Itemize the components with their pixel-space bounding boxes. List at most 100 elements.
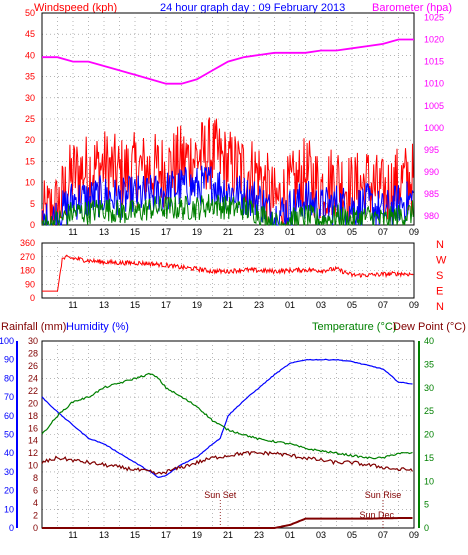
wind-time-tick: 07: [378, 227, 388, 237]
temperature-tick-label: 30: [424, 383, 434, 393]
wind-direction-line: [42, 254, 414, 292]
wind-gust-line: [41, 117, 414, 227]
humidity-tick-label: 50: [4, 430, 14, 440]
temperature-axis-title: Temperature (°C): [312, 321, 396, 333]
wind-time-tick: 23: [254, 227, 264, 237]
wind-time-tick: 05: [347, 227, 357, 237]
temp-time-tick: 19: [192, 530, 202, 540]
compass-label: E: [436, 286, 443, 298]
barometer-tick-label: 985: [424, 189, 439, 199]
wind-average-line: [41, 165, 414, 226]
wind-lull-line: [41, 194, 414, 226]
temperature-tick-label: 15: [424, 453, 434, 463]
barometer-tick-label: 1000: [424, 123, 444, 133]
windspeed-tick-label: 45: [25, 29, 35, 39]
humidity-tick-label: 100: [0, 336, 14, 346]
temperature-tick-label: 0: [424, 523, 429, 533]
compass-label: N: [436, 239, 444, 251]
temp-time-tick: 21: [223, 530, 233, 540]
direction-tick-label: 180: [20, 266, 35, 276]
barometer-tick-label: 1025: [424, 12, 444, 22]
dir-time-tick: 09: [409, 300, 419, 310]
dir-time-tick: 17: [161, 300, 171, 310]
barometer-tick-label: 1005: [424, 101, 444, 111]
temperature-tick-label: 25: [424, 406, 434, 416]
sun-dec-label: Sun Dec: [360, 510, 395, 520]
temp-time-tick: 17: [161, 530, 171, 540]
rainfall-tick-label: 28: [28, 348, 38, 358]
temp-time-tick: 09: [409, 530, 419, 540]
humidity-tick-label: 40: [4, 448, 14, 458]
compass-label: N: [436, 301, 444, 313]
rainfall-tick-label: 24: [28, 373, 38, 383]
dewpoint-axis-title: Dew Point (°C): [393, 321, 466, 333]
rainfall-axis-title: Rainfall (mm): [1, 321, 66, 333]
windspeed-tick-label: 0: [30, 220, 35, 230]
humidity-tick-label: 80: [4, 373, 14, 383]
windspeed-tick-label: 10: [25, 178, 35, 188]
windspeed-tick-label: 15: [25, 156, 35, 166]
temperature-humidity-rain-panel: 0102030405060708090100024681012141618202…: [0, 336, 434, 540]
temp-time-tick: 07: [378, 530, 388, 540]
dir-time-tick: 23: [254, 300, 264, 310]
windspeed-tick-label: 20: [25, 135, 35, 145]
rainfall-tick-label: 12: [28, 448, 38, 458]
dir-time-tick: 21: [223, 300, 233, 310]
compass-label: S: [436, 270, 443, 282]
direction-tick-label: 270: [20, 252, 35, 262]
dewpoint-line: [41, 450, 413, 475]
rainfall-tick-label: 8: [33, 473, 38, 483]
temp-time-tick: 01: [285, 530, 295, 540]
temperature-tick-label: 5: [424, 500, 429, 510]
windspeed-tick-label: 25: [25, 114, 35, 124]
wind-time-tick: 09: [409, 227, 419, 237]
direction-tick-label: 360: [20, 238, 35, 248]
humidity-tick-label: 70: [4, 392, 14, 402]
humidity-tick-label: 30: [4, 467, 14, 477]
windspeed-tick-label: 35: [25, 72, 35, 82]
dir-time-tick: 13: [99, 300, 109, 310]
barometer-title: Barometer (hpa): [372, 2, 452, 14]
wind-time-tick: 13: [99, 227, 109, 237]
temp-time-tick: 11: [68, 530, 77, 540]
barometer-tick-label: 990: [424, 167, 439, 177]
wind-time-tick: 21: [223, 227, 233, 237]
barometer-tick-label: 1015: [424, 57, 444, 67]
temperature-line: [41, 372, 413, 460]
rainfall-tick-label: 18: [28, 411, 38, 421]
direction-tick-label: 90: [25, 279, 35, 289]
humidity-tick-label: 20: [4, 486, 14, 496]
dir-time-tick: 03: [316, 300, 326, 310]
rainfall-tick-label: 2: [33, 511, 38, 521]
humidity-tick-label: 90: [4, 355, 14, 365]
dir-time-tick: 05: [347, 300, 357, 310]
rainfall-tick-label: 4: [33, 498, 38, 508]
sunset-label: Sun Set: [204, 490, 237, 500]
temp-time-tick: 15: [130, 530, 140, 540]
sunrise-label: Sun Rise: [365, 490, 402, 500]
temperature-tick-label: 20: [424, 430, 434, 440]
wind-time-tick: 01: [285, 227, 295, 237]
humidity-tick-label: 10: [4, 504, 14, 514]
wind-time-tick: 19: [192, 227, 202, 237]
rainfall-tick-label: 0: [33, 523, 38, 533]
rainfall-tick-label: 16: [28, 423, 38, 433]
windspeed-tick-label: 5: [30, 199, 35, 209]
compass-label: W: [436, 255, 447, 267]
direction-tick-label: 0: [30, 293, 35, 303]
temp-time-tick: 05: [347, 530, 357, 540]
wind-time-tick: 11: [68, 227, 77, 237]
humidity-axis-title: Humidity (%): [66, 321, 129, 333]
temperature-tick-label: 35: [424, 359, 434, 369]
windspeed-tick-label: 50: [25, 8, 35, 18]
windspeed-tick-label: 30: [25, 93, 35, 103]
dir-time-tick: 15: [130, 300, 140, 310]
rainfall-tick-label: 30: [28, 336, 38, 346]
windspeed-tick-label: 40: [25, 50, 35, 60]
wind-time-tick: 17: [161, 227, 171, 237]
temperature-tick-label: 40: [424, 336, 434, 346]
windspeed-title: Windspeed (kph): [34, 2, 117, 14]
barometer-line: [42, 38, 414, 85]
